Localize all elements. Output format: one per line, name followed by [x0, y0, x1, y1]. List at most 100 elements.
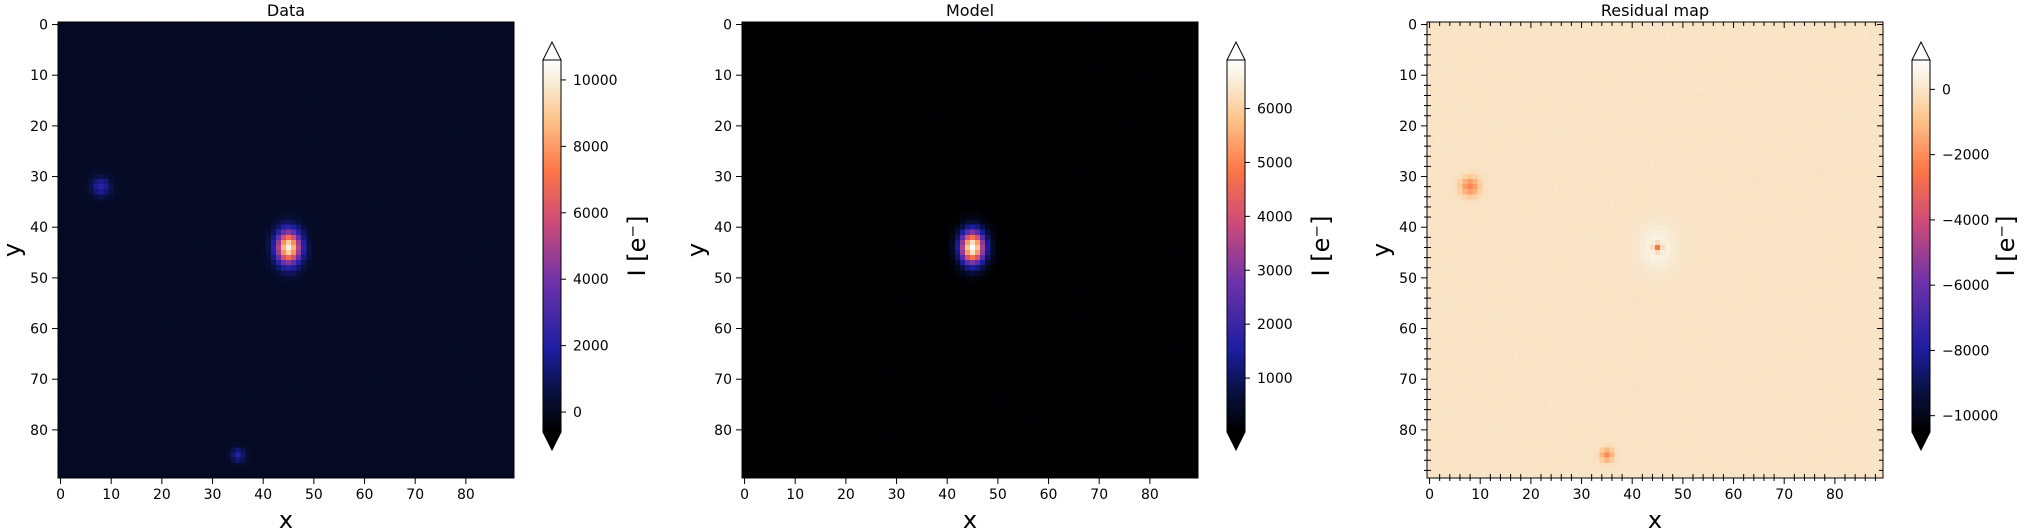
colorbar-label: I [e⁻] [1992, 216, 2020, 277]
x-tick-label: 60 [356, 487, 374, 503]
colorbar-extend-max [1912, 42, 1930, 60]
heatmap-image [742, 22, 1199, 479]
y-tick-label: 30 [714, 170, 732, 186]
colorbar-tick-label: 5000 [1257, 155, 1293, 171]
x-tick-label: 70 [1775, 487, 1793, 503]
x-tick-label: 30 [1573, 487, 1591, 503]
colorbar-tick-label: −8000 [1942, 343, 1989, 359]
y-tick-label: 40 [714, 220, 732, 236]
colorbar-tick-label: −2000 [1942, 148, 1989, 164]
colorbar-tick-label: 10000 [573, 73, 618, 89]
x-tick-label: 20 [153, 487, 171, 503]
x-tick-label: 50 [305, 487, 323, 503]
y-tick-label: 70 [30, 372, 48, 388]
colorbar-tick-label: 2000 [1257, 317, 1293, 333]
colorbar: 0 2000 4000 6000 8000 10000 I [e⁻] [543, 42, 651, 450]
y-tick-label: 60 [30, 322, 48, 338]
colorbar-tick-label: 1000 [1257, 371, 1293, 387]
y-tick-label: 80 [30, 423, 48, 439]
y-tick-label: 10 [1399, 68, 1417, 84]
colorbar-label: I [e⁻] [623, 216, 651, 277]
y-tick-label: 30 [30, 170, 48, 186]
colorbar-extend-max [543, 42, 561, 60]
panel-1: Data 0 10 20 30 40 50 60 70 80 0 10 20 30 40 50 60 70 80 x y… [0, 1, 651, 532]
colorbar-extend-max [1227, 42, 1245, 60]
y-tick-label: 80 [714, 423, 732, 439]
panel-title: Data [267, 1, 305, 20]
heatmap-image [1427, 22, 1884, 479]
x-tick-label: 0 [56, 487, 65, 503]
x-tick-label: 20 [837, 487, 855, 503]
panel-3: Residual map 0 10 20 30 40 50 60 70 80 0 10 20 30 40 50… [1367, 1, 2020, 532]
y-axis-label: y [682, 243, 710, 257]
colorbar-tick-label: 0 [1942, 82, 1951, 98]
panel-title: Residual map [1601, 1, 1709, 20]
colorbar-tick-label: 4000 [1257, 209, 1293, 225]
colorbar-extend-min [543, 432, 561, 450]
y-tick-label: 20 [1399, 119, 1417, 135]
colorbar-tick-label: 0 [573, 405, 582, 421]
y-tick-label: 50 [714, 271, 732, 287]
colorbar-tick-label: −6000 [1942, 278, 1989, 294]
panel-title: Model [946, 1, 994, 20]
y-tick-label: 10 [714, 68, 732, 84]
panel-2: Model 0 10 20 30 40 50 60 70 80 0 10 20 30 40 50 60 70 80 x… [682, 1, 1335, 532]
y-tick-label: 0 [39, 18, 48, 34]
x-tick-label: 30 [204, 487, 222, 503]
y-tick-label: 70 [714, 372, 732, 388]
colorbar-tick-label: 2000 [573, 339, 609, 355]
y-axis-label: y [1367, 243, 1395, 257]
colorbar-tick-label: 4000 [573, 272, 609, 288]
y-tick-label: 60 [1399, 322, 1417, 338]
x-tick-label: 80 [1826, 487, 1844, 503]
y-tick-label: 10 [30, 68, 48, 84]
y-tick-label: 0 [723, 18, 732, 34]
x-axis-label: x [279, 506, 293, 532]
colorbar-tick-label: 6000 [573, 206, 609, 222]
colorbar-extend-min [1912, 432, 1930, 450]
colorbar-label: I [e⁻] [1307, 216, 1335, 277]
x-tick-label: 20 [1522, 487, 1540, 503]
y-axis-label: y [0, 243, 26, 257]
colorbar-extend-min [1227, 432, 1245, 450]
x-axis-label: x [963, 506, 977, 532]
x-tick-label: 10 [1471, 487, 1489, 503]
colorbar-tick-label: −4000 [1942, 213, 1989, 229]
colorbar: 1000 2000 3000 4000 5000 6000 I [e⁻] [1227, 42, 1335, 450]
heatmap-image [58, 22, 515, 479]
colorbar-tick-label: 8000 [573, 139, 609, 155]
y-tick-label: 20 [30, 119, 48, 135]
x-tick-label: 60 [1040, 487, 1058, 503]
x-tick-label: 10 [102, 487, 120, 503]
x-tick-label: 50 [1674, 487, 1692, 503]
x-tick-label: 40 [938, 487, 956, 503]
x-tick-label: 80 [1141, 487, 1159, 503]
colorbar-tick-label: −10000 [1942, 409, 1998, 425]
y-tick-label: 80 [1399, 423, 1417, 439]
x-tick-label: 60 [1725, 487, 1743, 503]
x-tick-label: 50 [989, 487, 1007, 503]
x-axis-label: x [1648, 506, 1662, 532]
x-tick-label: 40 [1623, 487, 1641, 503]
y-tick-label: 50 [1399, 271, 1417, 287]
x-tick-label: 40 [254, 487, 272, 503]
colorbar-tick-label: 3000 [1257, 263, 1293, 279]
y-tick-label: 60 [714, 322, 732, 338]
x-tick-label: 30 [888, 487, 906, 503]
x-tick-label: 10 [786, 487, 804, 503]
x-tick-label: 70 [406, 487, 424, 503]
x-tick-label: 70 [1090, 487, 1108, 503]
y-tick-label: 20 [714, 119, 732, 135]
x-tick-label: 0 [740, 487, 749, 503]
y-tick-label: 30 [1399, 170, 1417, 186]
y-tick-label: 50 [30, 271, 48, 287]
colorbar-tick-label: 6000 [1257, 102, 1293, 118]
x-tick-label: 80 [457, 487, 475, 503]
colorbar: 0 −2000 −4000 −6000 −8000 −10000 I [e⁻] [1912, 42, 2020, 450]
y-tick-label: 40 [30, 220, 48, 236]
y-tick-label: 70 [1399, 372, 1417, 388]
y-tick-label: 40 [1399, 220, 1417, 236]
y-tick-label: 0 [1408, 18, 1417, 34]
